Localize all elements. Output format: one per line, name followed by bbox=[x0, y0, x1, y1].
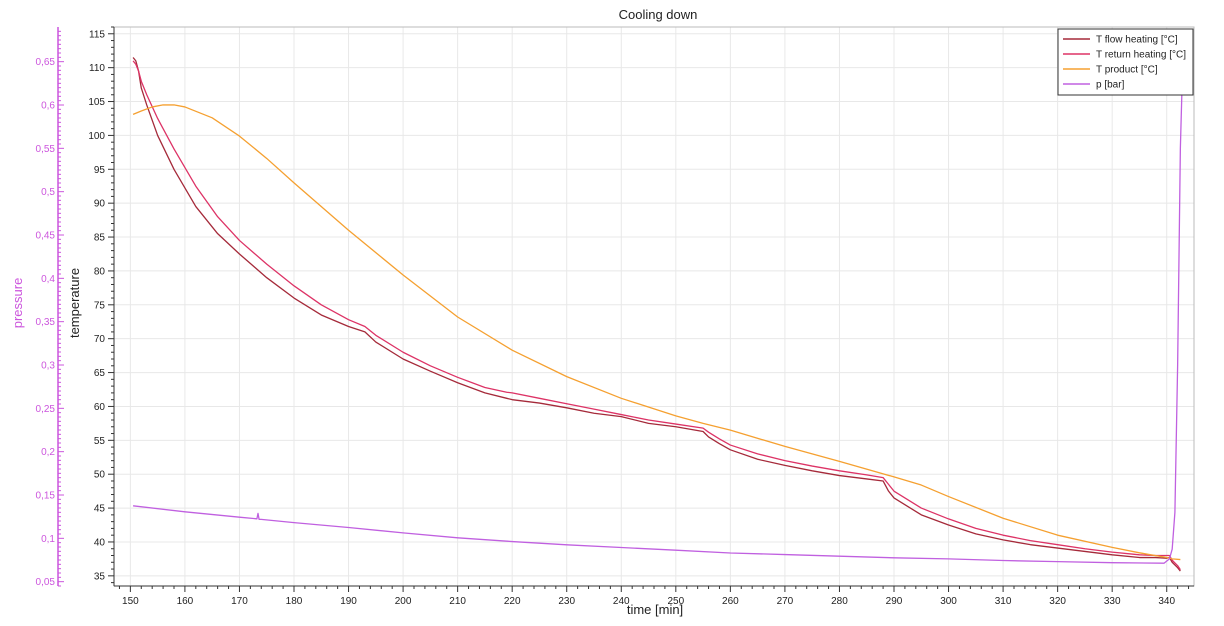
y-tick-label: 35 bbox=[94, 571, 106, 582]
y-axis-title: temperature bbox=[67, 268, 82, 338]
pressure-tick-label: 0,5 bbox=[41, 187, 55, 198]
legend: T flow heating [°C] T return heating [°C]… bbox=[1057, 28, 1194, 96]
x-tick-label: 240 bbox=[613, 596, 630, 607]
y-tick-label: 70 bbox=[94, 334, 106, 345]
x-tick-label: 320 bbox=[1049, 596, 1066, 607]
y-tick-label: 40 bbox=[94, 537, 106, 548]
x-tick-label: 290 bbox=[886, 596, 903, 607]
pressure-axis-title: pressure bbox=[10, 278, 25, 329]
x-tick-label: 150 bbox=[122, 596, 139, 607]
x-tick-label: 260 bbox=[722, 596, 739, 607]
pressure-tick-label: 0,3 bbox=[41, 361, 55, 372]
pressure-tick-label: 0,65 bbox=[36, 57, 56, 68]
x-tick-label: 310 bbox=[995, 596, 1012, 607]
y-tick-label: 50 bbox=[94, 470, 106, 481]
x-tick-label: 200 bbox=[395, 596, 412, 607]
series-line-t-return-heating bbox=[132, 60, 1181, 571]
y-tick-label: 95 bbox=[94, 165, 106, 176]
x-tick-label: 280 bbox=[831, 596, 848, 607]
axes: 150 160 170 180 190 200 210 220 230 240 250 260 270 2… bbox=[36, 26, 1195, 607]
grid bbox=[114, 27, 1194, 586]
pressure-tick-label: 0,2 bbox=[41, 447, 55, 458]
x-tick-label: 270 bbox=[777, 596, 794, 607]
y-tick-label: 100 bbox=[88, 131, 105, 142]
pressure-tick-label: 0,05 bbox=[36, 577, 56, 588]
x-tick-label: 250 bbox=[667, 596, 684, 607]
legend-label: T product [°C] bbox=[1096, 65, 1158, 76]
x-tick-label: 340 bbox=[1158, 596, 1175, 607]
x-tick-label: 190 bbox=[340, 596, 357, 607]
series-layer bbox=[132, 48, 1184, 572]
pressure-tick-label: 0,55 bbox=[36, 144, 56, 155]
y-tick-label: 45 bbox=[94, 504, 106, 515]
y-tick-label: 90 bbox=[94, 199, 106, 210]
pressure-tick-label: 0,4 bbox=[41, 274, 55, 285]
pressure-tick-label: 0,25 bbox=[36, 404, 56, 415]
series-line-t-product bbox=[132, 104, 1181, 561]
series-line-pressure bbox=[133, 48, 1184, 564]
y-tick-label: 65 bbox=[94, 368, 106, 379]
x-tick-label: 230 bbox=[558, 596, 575, 607]
x-tick-label: 170 bbox=[231, 596, 248, 607]
y-tick-label: 85 bbox=[94, 233, 106, 244]
y-tick-label: 75 bbox=[94, 300, 106, 311]
y-tick-label: 60 bbox=[94, 402, 106, 413]
plot-border bbox=[113, 26, 1195, 587]
x-axis-title: time [min] bbox=[627, 602, 683, 617]
pressure-tick-label: 0,15 bbox=[36, 491, 56, 502]
pressure-tick-label: 0,35 bbox=[36, 317, 56, 328]
legend-label: T flow heating [°C] bbox=[1096, 35, 1178, 46]
legend-label: p [bar] bbox=[1096, 80, 1125, 91]
x-tick-label: 210 bbox=[449, 596, 466, 607]
y-tick-label: 105 bbox=[88, 97, 105, 108]
x-tick-label: 300 bbox=[940, 596, 957, 607]
chart-title: Cooling down bbox=[619, 7, 698, 22]
y-tick-label: 115 bbox=[89, 29, 105, 40]
x-tick-label: 330 bbox=[1104, 596, 1121, 607]
pressure-tick-label: 0,1 bbox=[41, 534, 55, 545]
x-tick-label: 180 bbox=[286, 596, 303, 607]
y-tick-label: 80 bbox=[94, 266, 106, 277]
series-line-t-flow-heating bbox=[132, 57, 1181, 572]
y-tick-label: 110 bbox=[89, 63, 105, 74]
x-tick-label: 220 bbox=[504, 596, 521, 607]
pressure-tick-label: 0,6 bbox=[41, 101, 55, 112]
x-tick-label: 160 bbox=[177, 596, 194, 607]
y-tick-label: 55 bbox=[94, 436, 106, 447]
pressure-tick-label: 0,45 bbox=[36, 231, 56, 242]
legend-label: T return heating [°C] bbox=[1096, 50, 1186, 61]
